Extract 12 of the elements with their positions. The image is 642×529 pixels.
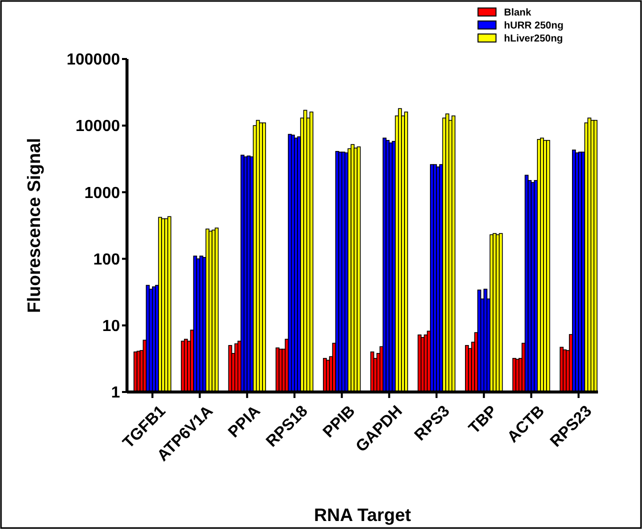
y-tick-label: 10000 [76,118,120,136]
y-tick-label: 1000 [84,184,120,202]
y-tick-label: 100 [93,251,120,268]
legend-label: hURR 250ng [504,20,564,32]
x-axis-title: RNA Target [314,505,412,525]
y-tick-label: 1 [111,384,120,402]
y-tick-label: 10 [102,318,120,335]
legend-label: hLiver250ng [504,34,563,44]
y-axis-title: Fluorescence Signal [24,138,44,314]
y-tick-label: 100000 [66,52,120,69]
x-tick-label: TBP [466,402,501,438]
legend-label: Blank [504,8,532,18]
